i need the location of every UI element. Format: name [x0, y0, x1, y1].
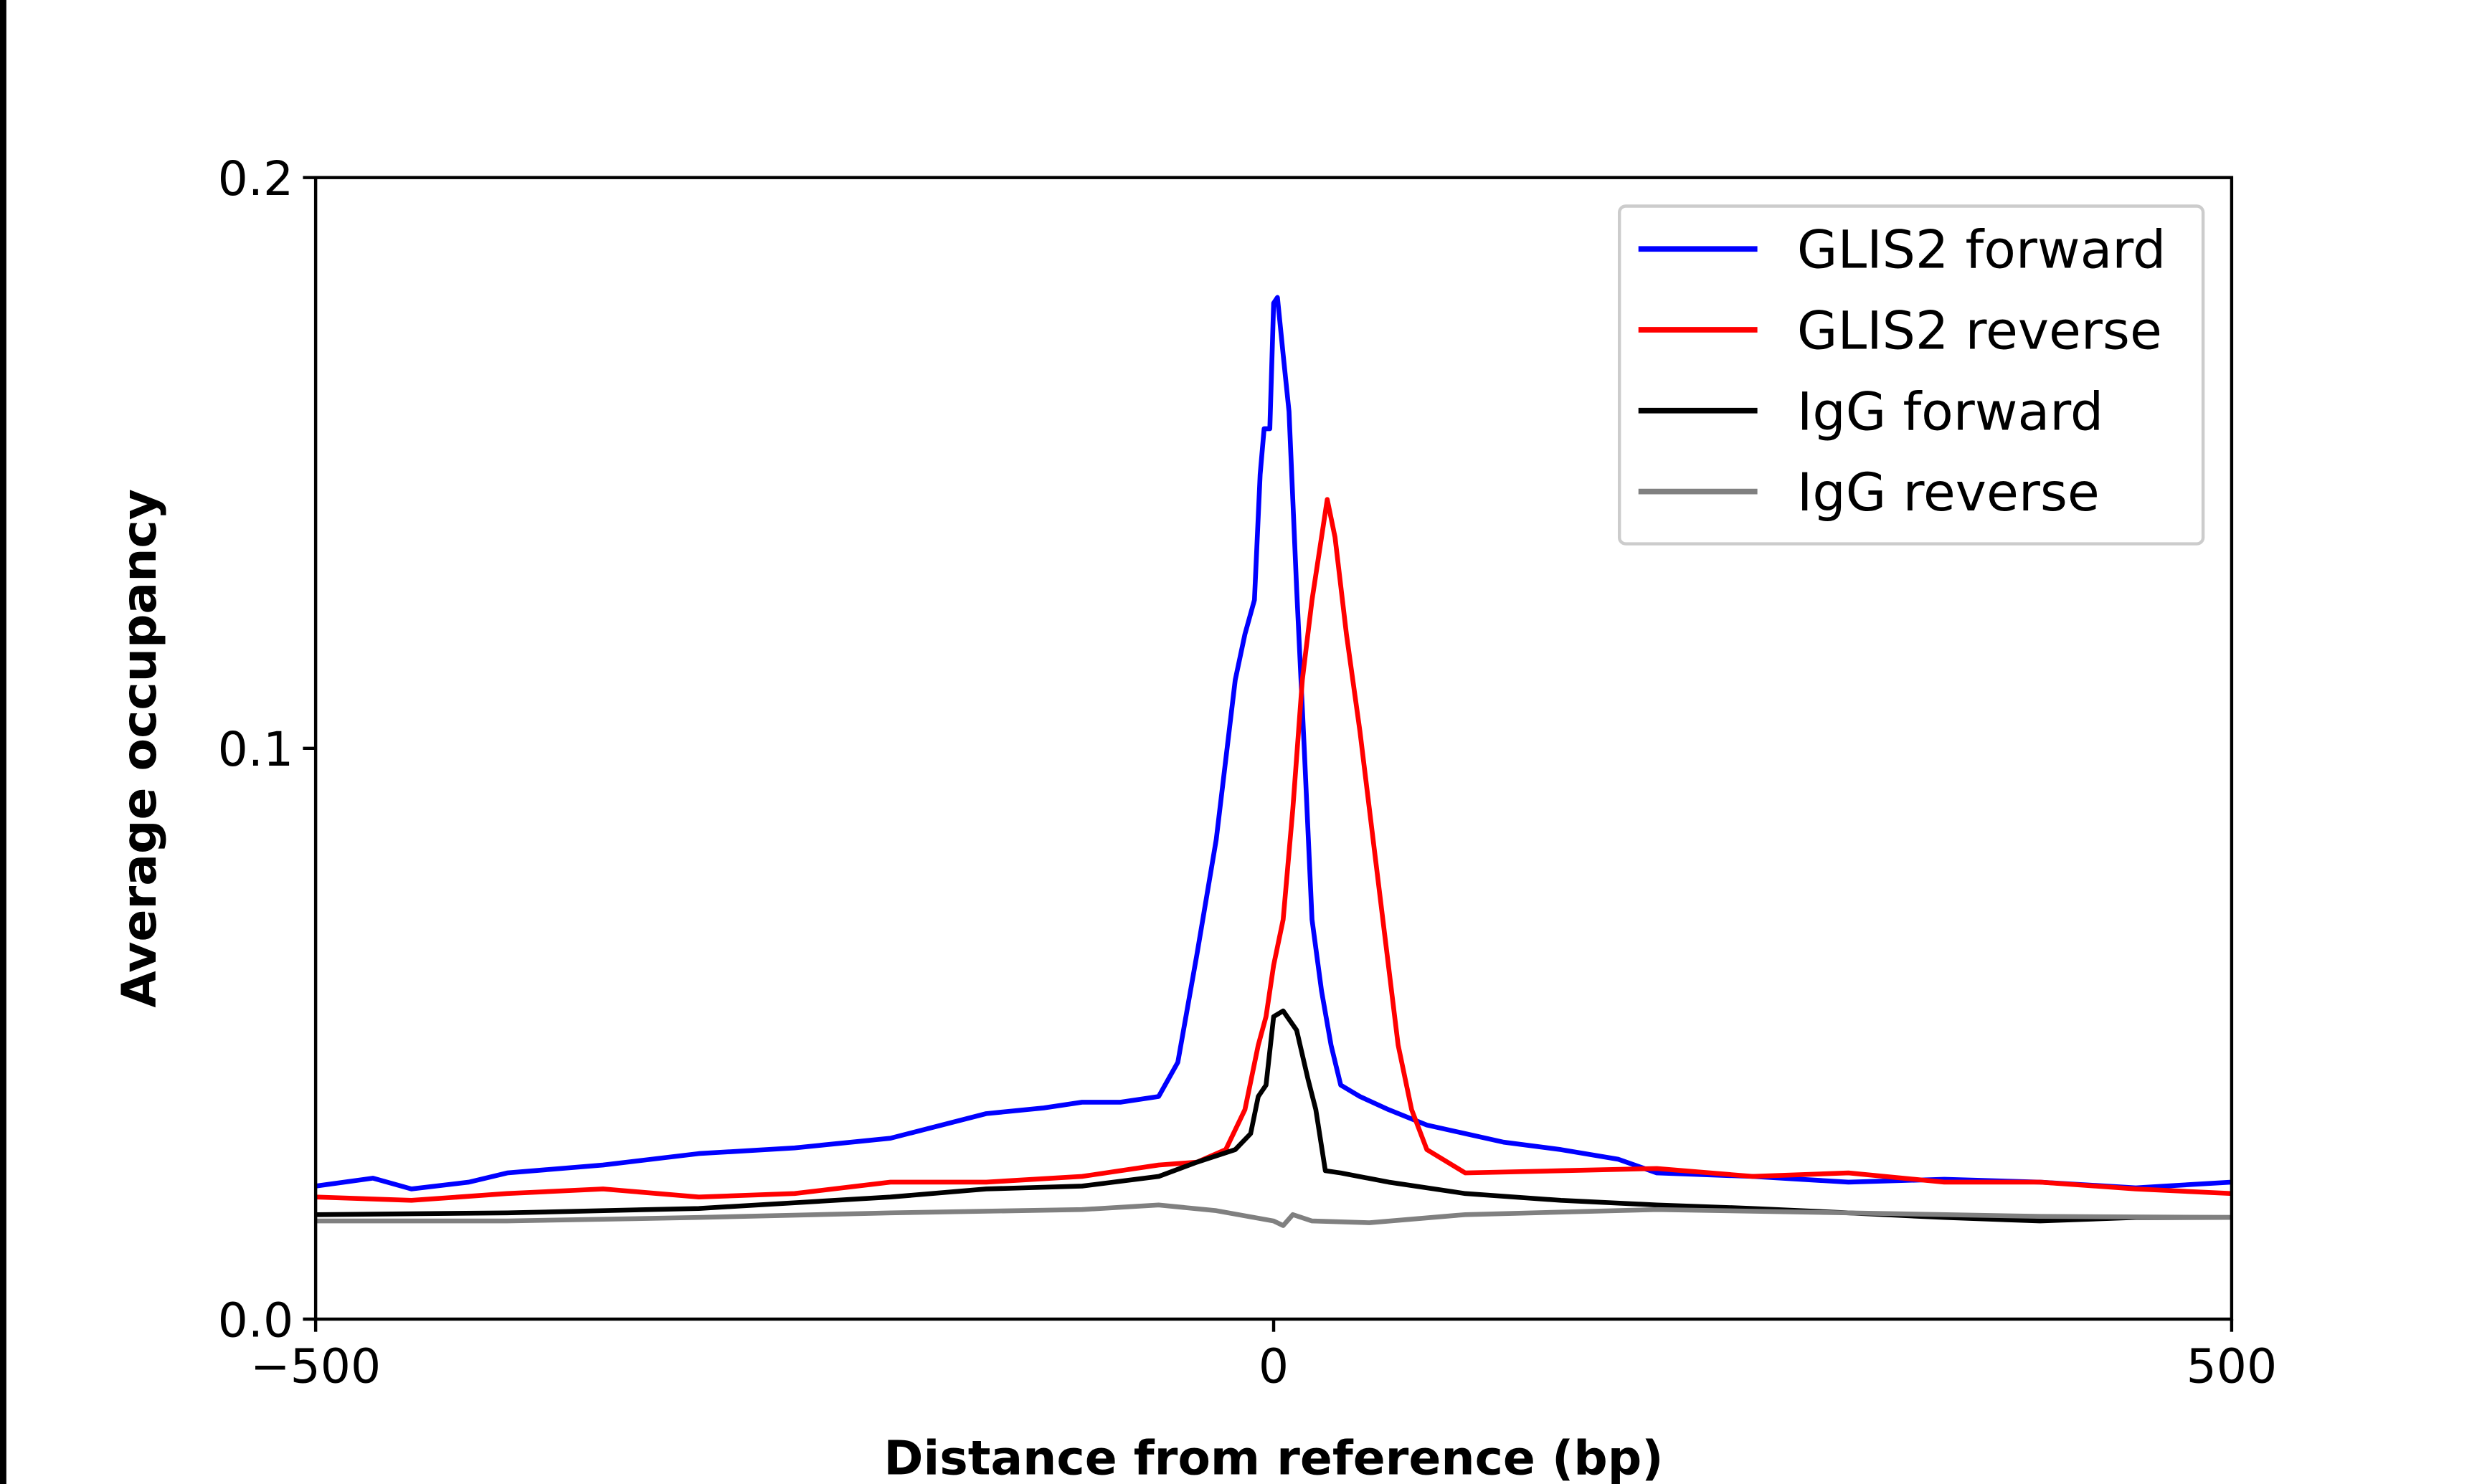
- y-axis-label: Average occupancy: [111, 489, 167, 1008]
- x-axis-label: Distance from reference (bp): [884, 1430, 1663, 1484]
- left-border: [0, 0, 6, 1484]
- x-tick-label: −500: [250, 1338, 381, 1394]
- legend-label: GLIS2 forward: [1797, 220, 2166, 281]
- series-lines: [315, 295, 2232, 1228]
- x-tick-label: 500: [2187, 1338, 2278, 1394]
- legend-item: GLIS2 reverse: [1638, 301, 2162, 362]
- legend-item: GLIS2 forward: [1638, 220, 2166, 281]
- legend-label: IgG reverse: [1797, 462, 2100, 523]
- legend-label: IgG forward: [1797, 381, 2103, 442]
- series-line-glis2-reverse: [316, 497, 2232, 1203]
- y-tick-label: 0.0: [218, 1292, 293, 1348]
- legend-item: IgG reverse: [1638, 462, 2100, 523]
- series-line-glis2-forward: [315, 295, 2232, 1192]
- legend-item: IgG forward: [1638, 381, 2103, 442]
- legend-box: [1617, 204, 2205, 546]
- x-tick-label: 0: [1259, 1338, 1289, 1394]
- series-line-igg-reverse: [316, 1202, 2232, 1228]
- legend: GLIS2 forward GLIS2 reverse IgG forward IgG…: [1617, 204, 2205, 546]
- axis-ticks: −500 0 500 0.0 0.1 0.2: [218, 151, 2278, 1394]
- y-tick-label: 0.1: [218, 721, 293, 777]
- legend-label: GLIS2 reverse: [1797, 301, 2162, 362]
- y-tick-label: 0.2: [218, 151, 293, 206]
